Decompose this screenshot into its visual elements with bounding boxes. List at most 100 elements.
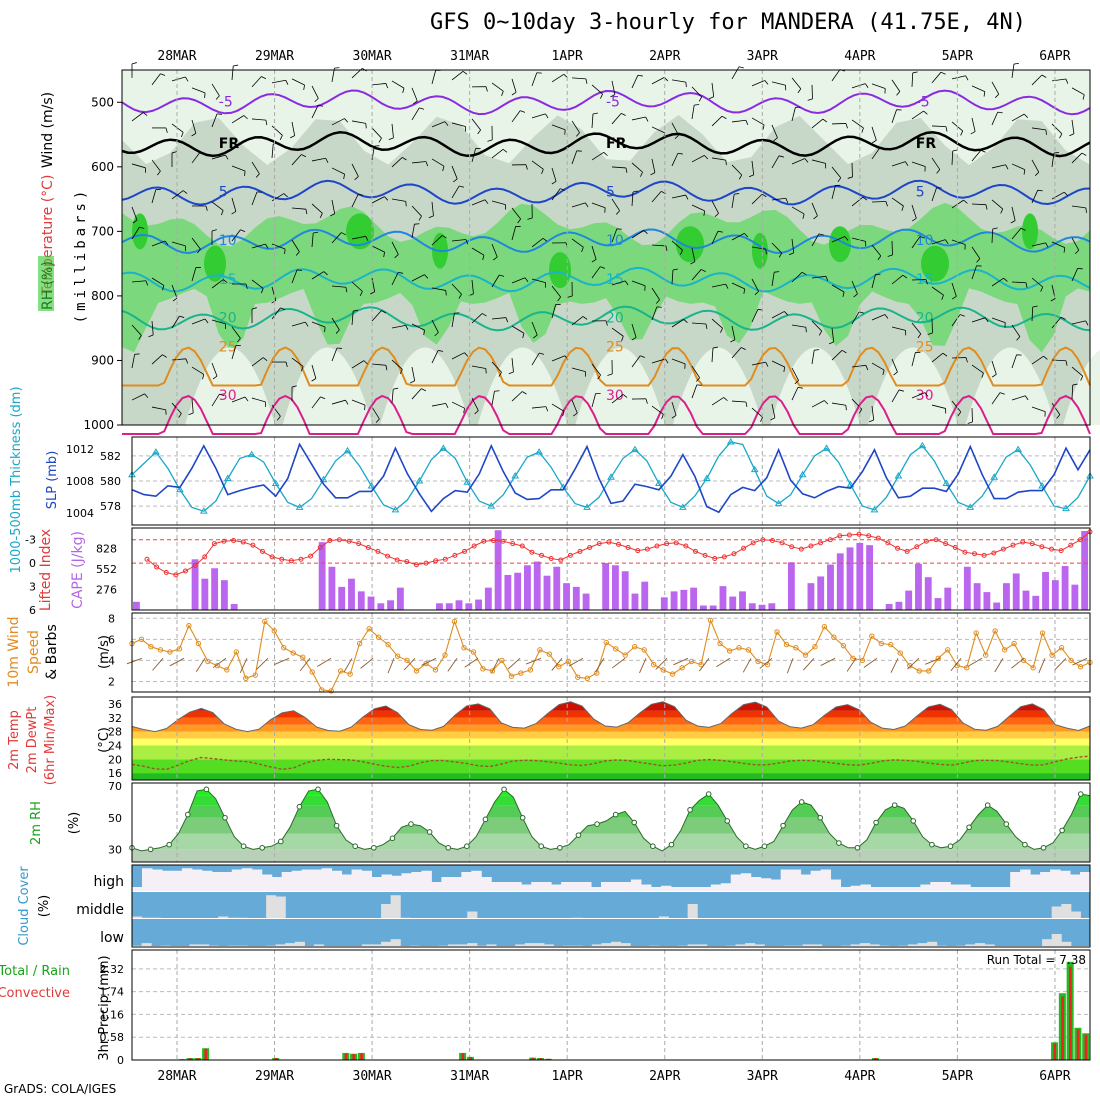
wind-barb <box>131 226 140 240</box>
wind-barb-flag <box>1032 305 1038 308</box>
surface-wind-barb <box>994 658 1004 673</box>
rh-point <box>929 841 935 848</box>
cape-bar <box>631 593 639 610</box>
li-point <box>721 554 727 560</box>
temp-band <box>132 745 1090 760</box>
rh-point <box>780 822 786 829</box>
temp-band <box>132 759 1090 774</box>
wind-barb <box>951 314 961 327</box>
thickness-frame <box>131 436 1091 526</box>
isotherm-label: FR <box>219 136 240 152</box>
wind-speed-point <box>755 658 761 665</box>
bottom-date-label: 6APR <box>1039 1069 1070 1084</box>
axis-label: (%) <box>67 812 82 835</box>
wind-speed-point <box>508 673 515 679</box>
wind-speed-point <box>821 623 828 630</box>
isotherm-line <box>121 89 1091 116</box>
wind-barb <box>631 280 646 287</box>
wind-speed-point <box>783 641 790 648</box>
wind-barb <box>871 362 885 371</box>
cloud-bar <box>730 874 742 892</box>
wind-barb <box>611 80 616 95</box>
wind-barb <box>651 287 660 300</box>
wind-barb <box>491 361 502 373</box>
wind-speed-point <box>451 618 458 625</box>
wind-barb <box>311 105 319 119</box>
cape-bar <box>524 565 531 610</box>
wind-barb <box>431 350 439 364</box>
wind-barb-flag <box>402 157 407 161</box>
top-date-label: 28MAR <box>157 49 196 64</box>
wind-barb-flag <box>353 309 359 312</box>
isotherm-label: 10 <box>606 233 624 249</box>
wind-speed-point <box>888 641 894 648</box>
cloud-bar <box>481 877 492 892</box>
wind-barb <box>171 190 184 200</box>
y-tick-label: 70 <box>108 780 122 793</box>
y-tick-label: 6 <box>108 633 115 646</box>
wind-speed-point <box>963 665 970 671</box>
li-point <box>404 559 410 565</box>
wind-barb-flag <box>917 333 922 339</box>
wind-barb-flag <box>600 93 603 99</box>
precip-convective-bar <box>539 1058 543 1060</box>
rh-saturated-blob <box>676 226 704 263</box>
wind-barb-flag <box>965 75 969 81</box>
wind-barb-flag <box>685 82 687 88</box>
rh-saturated-blob <box>346 213 374 250</box>
y-tick-label: 4 <box>108 654 115 667</box>
cloud-bar <box>181 868 193 892</box>
wind-barb-flag <box>991 374 997 378</box>
wind-barb-flag <box>1045 242 1049 248</box>
rh-point <box>166 841 173 848</box>
rh-point <box>873 819 879 826</box>
cloud-bar <box>800 874 812 892</box>
wind-barb-flag <box>734 193 740 195</box>
wind-speed-point <box>679 665 685 671</box>
li-point <box>923 538 929 544</box>
rh-point <box>798 799 805 805</box>
li-point <box>539 552 545 558</box>
wind-barb-flag <box>508 371 514 375</box>
wind-barb <box>731 347 742 359</box>
wind-barb-flag <box>484 199 489 204</box>
li-point <box>394 557 400 563</box>
wind-speed-point <box>669 671 676 677</box>
surface-wind-barb <box>274 657 290 665</box>
wind-barb <box>131 206 138 221</box>
wind-barb <box>391 389 394 404</box>
surface-wind-barb <box>447 658 458 672</box>
wind-barb <box>971 265 977 280</box>
wind-barb-flag <box>605 320 608 326</box>
wind-barb-flag <box>240 229 246 233</box>
wind-barb <box>331 285 346 288</box>
wind-barb <box>571 120 580 133</box>
isotherm-label: 25 <box>219 340 237 356</box>
wind-barb-flag <box>139 226 145 229</box>
li-point <box>837 533 843 539</box>
cloud-bar <box>735 944 746 947</box>
wind-barb <box>731 164 743 176</box>
wind-barb-flag <box>202 374 205 380</box>
wind-barb <box>411 107 420 121</box>
wind-barb <box>191 87 206 94</box>
rh-point <box>1059 827 1065 834</box>
rh-point <box>575 832 582 838</box>
thickness-point <box>223 474 232 481</box>
wind-barb-flag <box>704 155 709 160</box>
cloud-bar <box>1080 872 1091 892</box>
rh-point <box>650 843 656 850</box>
wind-barb <box>611 394 624 404</box>
cape-bar <box>895 601 903 610</box>
wind-barb <box>131 393 145 401</box>
cloud-frame <box>131 864 1091 948</box>
wind-barb <box>211 201 224 211</box>
wind-barb-flag <box>418 215 422 221</box>
cloud-bar <box>390 895 401 919</box>
wind-barb-flag <box>730 339 736 343</box>
wind-barb-flag <box>363 360 368 365</box>
rh-saturated-blob <box>1022 213 1038 250</box>
wind-barb-flag <box>205 205 208 211</box>
wind-barb-flag <box>290 135 295 139</box>
precip-convective-bar <box>469 1057 472 1060</box>
